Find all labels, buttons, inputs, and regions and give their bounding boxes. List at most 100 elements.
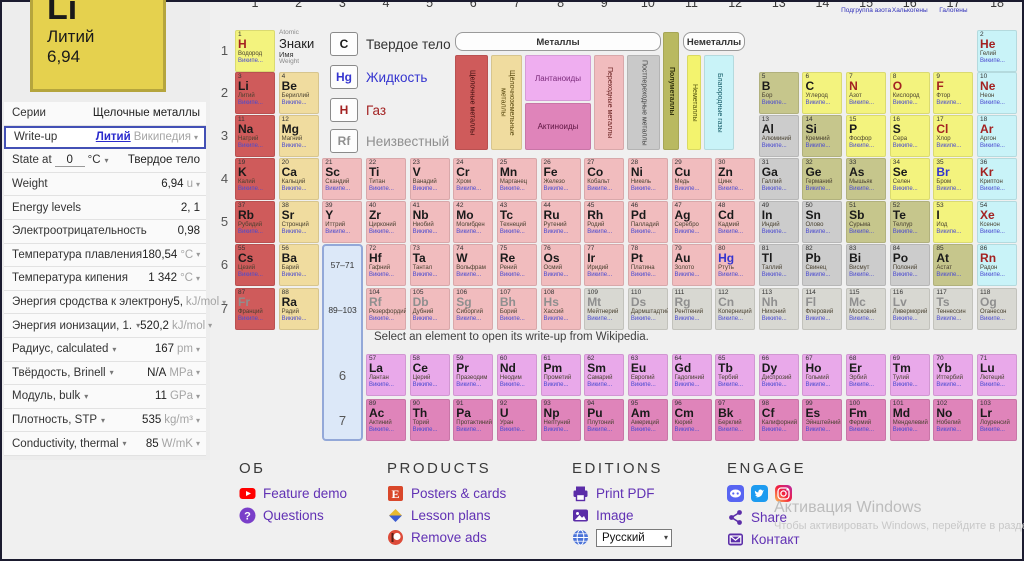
wikipedia-link[interactable]: Википе... xyxy=(543,316,569,323)
chevron-down-icon[interactable]: ▾ xyxy=(195,179,200,189)
chevron-down-icon[interactable]: ▾ xyxy=(195,391,200,401)
element-cell-In[interactable]: 49 In Индий Википе... xyxy=(758,201,799,243)
group-family-label[interactable]: Халькогены xyxy=(891,7,928,14)
element-cell-Ge[interactable]: 32 Ge Германий Википе... xyxy=(802,158,843,200)
element-cell-Md[interactable]: 101 Md Менделевий Википе... xyxy=(889,399,930,441)
wikipedia-link[interactable]: Википе... xyxy=(412,382,438,389)
wikipedia-link[interactable]: Википе... xyxy=(674,427,700,434)
wikipedia-link[interactable]: Википе... xyxy=(718,272,744,279)
wikipedia-link[interactable]: Википе... xyxy=(849,143,875,150)
wikipedia-link[interactable]: Википе... xyxy=(980,143,1005,150)
element-cell-Lr[interactable]: 103 Lr Лоуренсий Википе... xyxy=(977,399,1018,441)
wikipedia-link[interactable]: Википе... xyxy=(805,143,831,150)
element-cell-Co[interactable]: 27 Co Кобальт Википе... xyxy=(584,158,625,200)
element-cell-Xe[interactable]: 54 Xe Ксенон Википе... xyxy=(977,201,1018,243)
wikipedia-link[interactable]: Википе... xyxy=(412,272,438,279)
element-cell-Fm[interactable]: 100 Fm Фермий Википе... xyxy=(846,399,887,441)
wikipedia-link[interactable]: Википе... xyxy=(543,382,569,389)
element-cell-Ho[interactable]: 67 Ho Гольмий Википе... xyxy=(802,354,843,396)
wikipedia-link[interactable]: Википе... xyxy=(849,229,875,236)
element-cell-Mt[interactable]: 109 Mt Мейтнерий Википе... xyxy=(584,288,625,330)
element-cell-Sm[interactable]: 62 Sm Самарий Википе... xyxy=(584,354,625,396)
element-cell-Cs[interactable]: 55 Cs Цезий Википе... xyxy=(235,244,275,286)
element-cell-Po[interactable]: 84 Po Полоний Википе... xyxy=(889,244,930,286)
wikipedia-link[interactable]: Википе... xyxy=(368,427,394,434)
element-cell-Os[interactable]: 76 Os Осмий Википе... xyxy=(540,244,581,286)
element-cell-F[interactable]: 9 F Фтор Википе... xyxy=(933,72,974,114)
wikipedia-link[interactable]: Википе... xyxy=(499,229,525,236)
wikipedia-link[interactable]: Википе... xyxy=(499,186,525,193)
property-row-2[interactable]: State at 0 °C ▾ Твердое тело xyxy=(4,149,206,173)
wikipedia-link[interactable]: Википе... xyxy=(587,382,613,389)
wikipedia-link[interactable]: Википе... xyxy=(456,272,482,279)
wikipedia-link[interactable]: Википе... xyxy=(674,229,700,236)
wikipedia-link[interactable]: Википе... xyxy=(587,316,613,323)
element-cell-Cl[interactable]: 17 Cl Хлор Википе... xyxy=(933,115,974,157)
element-cell-Y[interactable]: 39 Y Иттрий Википе... xyxy=(322,201,363,243)
element-cell-Yb[interactable]: 70 Yb Иттербий Википе... xyxy=(933,354,974,396)
chevron-down-icon[interactable]: ▾ xyxy=(222,297,227,307)
element-cell-Cr[interactable]: 24 Cr Хром Википе... xyxy=(453,158,494,200)
wikipedia-link[interactable]: Википе... xyxy=(630,272,656,279)
element-cell-Na[interactable]: 11 Na Натрий Википе... xyxy=(235,115,275,157)
wikipedia-link[interactable]: Википе... xyxy=(980,229,1005,236)
chevron-down-icon[interactable]: ▾ xyxy=(122,439,127,449)
element-cell-Bk[interactable]: 97 Bk Берклий Википе... xyxy=(715,399,756,441)
wikipedia-link[interactable]: Википе... xyxy=(630,382,656,389)
element-cell-I[interactable]: 53 I Иод Википе... xyxy=(933,201,974,243)
element-cell-Ac[interactable]: 89 Ac Актиний Википе... xyxy=(365,399,406,441)
wikipedia-link[interactable]: Википе... xyxy=(630,427,656,434)
element-cell-Pd[interactable]: 46 Pd Палладий Википе... xyxy=(627,201,668,243)
element-cell-Ds[interactable]: 110 Ds Дармштадтий Википе... xyxy=(627,288,668,330)
element-cell-Pb[interactable]: 82 Pb Свинец Википе... xyxy=(802,244,843,286)
element-cell-Tl[interactable]: 81 Tl Таллий Википе... xyxy=(758,244,799,286)
property-row-13[interactable]: Плотность, STP ▾ 535 kg/m³ ▾ xyxy=(4,408,206,433)
element-cell-Db[interactable]: 105 Db Дубний Википе... xyxy=(409,288,450,330)
wikipedia-link[interactable]: Википе... xyxy=(587,186,613,193)
wikipedia-link[interactable]: Википе... xyxy=(892,272,918,279)
wikipedia-link[interactable]: Википе... xyxy=(805,186,831,193)
wikipedia-link[interactable]: Википе... xyxy=(761,316,787,323)
element-cell-Br[interactable]: 35 Br Бром Википе... xyxy=(933,158,974,200)
chevron-down-icon[interactable]: ▾ xyxy=(195,439,200,449)
wikipedia-link[interactable]: Википе... xyxy=(456,186,482,193)
wikipedia-link[interactable]: Википе... xyxy=(674,316,700,323)
element-cell-Ca[interactable]: 20 Ca Кальций Википе... xyxy=(278,158,319,200)
fblock-placeholder[interactable]: 57–71 89–103 6 7 xyxy=(322,244,363,441)
wikipedia-link[interactable]: Википе... xyxy=(718,229,744,236)
property-row-12[interactable]: Модуль, bulk ▾ 11 GPa ▾ xyxy=(4,385,206,409)
element-cell-Mg[interactable]: 12 Mg Магний Википе... xyxy=(278,115,319,157)
category-actinoids[interactable]: Актиноиды xyxy=(525,103,591,150)
element-cell-Tm[interactable]: 69 Tm Тулий Википе... xyxy=(889,354,930,396)
element-cell-No[interactable]: 102 No Нобелий Википе... xyxy=(933,399,974,441)
element-cell-Rg[interactable]: 111 Rg Рентгений Википе... xyxy=(671,288,712,330)
footer-link-image[interactable]: Image xyxy=(572,507,672,524)
wikipedia-link[interactable]: Википе... xyxy=(368,272,394,279)
wikipedia-link[interactable]: Википе... xyxy=(412,229,438,236)
element-cell-Be[interactable]: 4 Be Бериллий Википе... xyxy=(278,72,319,114)
wikipedia-link[interactable]: Википе... xyxy=(456,427,482,434)
element-cell-N[interactable]: 7 N Азот Википе... xyxy=(846,72,887,114)
element-cell-Fl[interactable]: 114 Fl Флеровий Википе... xyxy=(802,288,843,330)
wikipedia-link[interactable]: Википе... xyxy=(892,316,918,323)
wikipedia-link[interactable]: Википе... xyxy=(718,382,744,389)
wikipedia-link[interactable]: Википе... xyxy=(281,143,307,150)
chevron-down-icon[interactable]: ▾ xyxy=(195,415,200,425)
chevron-down-icon[interactable]: ▾ xyxy=(84,391,89,401)
wikipedia-link[interactable]: Википе... xyxy=(761,272,787,279)
wikipedia-link[interactable]: Википе... xyxy=(761,100,787,107)
wikipedia-link[interactable]: Википе... xyxy=(238,186,263,193)
wikipedia-link[interactable]: Википе... xyxy=(892,427,918,434)
element-cell-Gd[interactable]: 64 Gd Гадолиний Википе... xyxy=(671,354,712,396)
state-legend-unknown[interactable]: Rf Неизвестный xyxy=(330,129,449,153)
category-lanthanoids[interactable]: Лантаноиды xyxy=(525,55,591,101)
element-cell-Ne[interactable]: 10 Ne Неон Википе... xyxy=(977,72,1018,114)
property-row-3[interactable]: Weight 6,94 u ▾ xyxy=(4,172,206,197)
element-cell-La[interactable]: 57 La Лантан Википе... xyxy=(365,354,406,396)
footer-link-remove-ads[interactable]: Remove ads xyxy=(387,529,506,546)
element-cell-B[interactable]: 5 B Бор Википе... xyxy=(758,72,799,114)
element-cell-Og[interactable]: 118 Og Оганесон Википе... xyxy=(977,288,1018,330)
footer-link-print-pdf[interactable]: Print PDF xyxy=(572,485,672,502)
wikipedia-link[interactable]: Википе... xyxy=(587,229,613,236)
element-cell-Ba[interactable]: 56 Ba Барий Википе... xyxy=(278,244,319,286)
